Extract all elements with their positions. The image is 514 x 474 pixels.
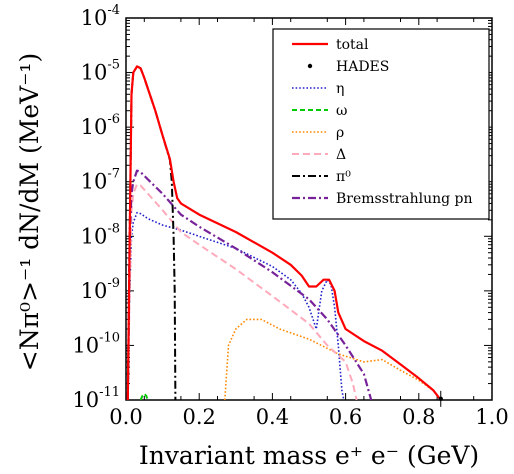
y-tick-label: 10-6 bbox=[81, 112, 120, 139]
series-line-4 bbox=[224, 318, 442, 400]
y-axis-label: <Nπ⁰>⁻¹ dN/dM (MeV⁻¹) bbox=[15, 53, 44, 371]
x-tick-label: 0.2 bbox=[182, 405, 215, 429]
y-tick-label: 10-7 bbox=[81, 167, 120, 194]
legend-marker-hades bbox=[307, 63, 313, 69]
series-line-0 bbox=[126, 65, 442, 400]
legend-label: ρ bbox=[336, 125, 344, 141]
legend-label: Δ bbox=[336, 147, 346, 163]
legend-label: total bbox=[336, 37, 369, 53]
x-tick-label: 0.4 bbox=[256, 405, 289, 429]
y-tick-label: 10-11 bbox=[72, 385, 120, 412]
series-line-3 bbox=[139, 392, 149, 400]
legend-label: Bremsstrahlung pn bbox=[336, 191, 473, 207]
y-tick-label: 10-9 bbox=[81, 276, 120, 303]
legend-box bbox=[272, 28, 490, 220]
x-tick-label: 0.6 bbox=[329, 405, 362, 429]
legend-label: HADES bbox=[336, 59, 389, 75]
y-tick-label: 10-10 bbox=[72, 330, 120, 357]
legend-label: π⁰ bbox=[336, 169, 351, 185]
y-tick-label: 10-5 bbox=[81, 58, 120, 85]
plot-frame bbox=[125, 17, 493, 401]
series-line-6 bbox=[126, 65, 177, 400]
y-tick-label: 10-4 bbox=[81, 3, 120, 30]
x-tick-label: 1.0 bbox=[475, 405, 508, 429]
legend-label: η bbox=[336, 81, 344, 97]
x-tick-label: 0.8 bbox=[402, 405, 435, 429]
y-tick-label: 10-8 bbox=[81, 221, 120, 248]
hades-point bbox=[438, 396, 443, 402]
x-axis-label: Invariant mass e⁺ e⁻ (GeV) bbox=[139, 441, 479, 470]
x-tick-label: 0.0 bbox=[109, 405, 142, 429]
series-line-7 bbox=[126, 169, 373, 400]
series-line-5 bbox=[126, 183, 358, 400]
series-line-2 bbox=[127, 211, 345, 400]
legend-label: ω bbox=[336, 103, 347, 119]
